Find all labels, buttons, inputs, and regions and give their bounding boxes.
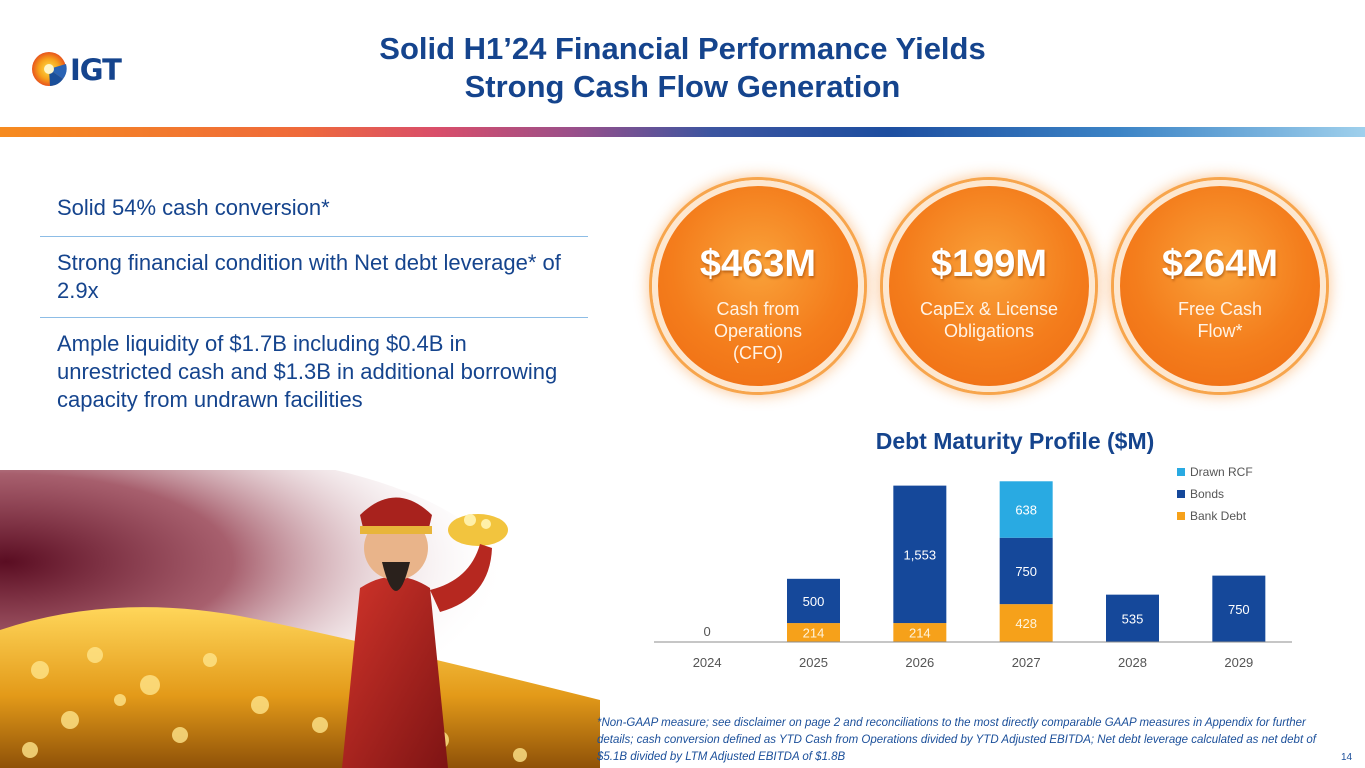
gold-coins-illustration	[0, 470, 600, 768]
metric-fcf-label: Free Cash Flow*	[1177, 299, 1263, 341]
igt-logo: IGT	[30, 50, 130, 90]
data-label-zero-2024: 0	[704, 624, 711, 639]
bar-drawn-rcf-2027	[999, 481, 1053, 538]
gradient-divider	[0, 127, 1365, 137]
metric-cfo: $463M Cash from Operations (CFO)	[652, 180, 864, 392]
metric-capex: $199M CapEx & License Obligations	[883, 180, 1095, 392]
x-tick-label-2024: 2024	[693, 655, 722, 670]
data-label-bank-debt-2027: 428	[1015, 616, 1037, 631]
data-label-drawn-rcf-2027: 638	[1015, 503, 1037, 518]
bar-bonds-2026	[893, 485, 947, 624]
page-title-line-2: Strong Cash Flow Generation	[464, 69, 901, 104]
page-number: 14	[1341, 752, 1353, 763]
footnote: *Non-GAAP measure; see disclaimer on pag…	[597, 717, 1316, 763]
metric-capex-value: $199M	[930, 243, 1048, 285]
data-label-bonds-2028: 535	[1122, 611, 1144, 626]
bullet-liquidity: Ample liquidity of $1.7B including $0.4B…	[57, 331, 558, 412]
data-label-bank-debt-2026: 214	[909, 626, 931, 641]
data-label-bonds-2026: 1,553	[904, 547, 937, 562]
x-tick-label-2026: 2026	[905, 655, 934, 670]
data-label-bonds-2029: 750	[1228, 602, 1250, 617]
logo-wordmark: IGT	[70, 53, 122, 87]
sunburst-logo-icon	[32, 52, 67, 86]
chart-title: Debt Maturity Profile ($M)	[875, 428, 1155, 454]
bar-bank-debt-2025	[787, 623, 840, 642]
bar-bonds-2025	[787, 578, 840, 624]
page-title: Solid H1’24 Financial Performance Yields…	[260, 30, 1105, 106]
debt-maturity-chart: 0 2024 214 500 2025 214 1,553 2026 428 750 638 2027…	[654, 465, 1292, 670]
bullet-cash-conversion: Solid 54% cash conversion*	[40, 184, 588, 237]
data-label-bonds-2027: 750	[1015, 564, 1037, 579]
x-tick-label-2025: 2025	[799, 655, 828, 670]
metric-fcf-value: $264M	[1161, 243, 1279, 285]
legend-label-drawn-rcf: Drawn RCF	[1190, 465, 1253, 479]
metric-cfo-value: $463M	[699, 243, 817, 285]
legend-swatch-bonds	[1177, 490, 1185, 498]
x-tick-label-2028: 2028	[1118, 655, 1147, 670]
metric-cfo-label: Cash from Operations (CFO)	[713, 299, 803, 363]
legend-swatch-bank-debt	[1177, 512, 1185, 520]
legend-label-bonds: Bonds	[1190, 487, 1224, 501]
data-label-bank-debt-2025: 214	[803, 626, 825, 641]
metric-fcf: $264M Free Cash Flow*	[1114, 180, 1326, 392]
legend-swatch-drawn-rcf	[1177, 468, 1185, 476]
x-tick-label-2029: 2029	[1224, 655, 1253, 670]
bar-bonds-2028	[1106, 594, 1159, 642]
data-label-bonds-2025: 500	[803, 594, 825, 609]
bullet-list: Solid 54% cash conversion* Strong financ…	[40, 184, 588, 426]
metric-capex-label: CapEx & License Obligations	[919, 299, 1059, 341]
bar-bank-debt-2026	[893, 623, 947, 642]
x-tick-label-2027: 2027	[1012, 655, 1041, 670]
bar-bonds-2027	[999, 537, 1053, 605]
page-title-line-1: Solid H1’24 Financial Performance Yields	[379, 31, 986, 66]
bar-bank-debt-2027	[999, 604, 1053, 642]
legend-label-bank-debt: Bank Debt	[1190, 509, 1247, 523]
bullet-financial-condition: Strong financial condition with Net debt…	[40, 237, 588, 318]
bar-bonds-2029	[1212, 575, 1266, 642]
